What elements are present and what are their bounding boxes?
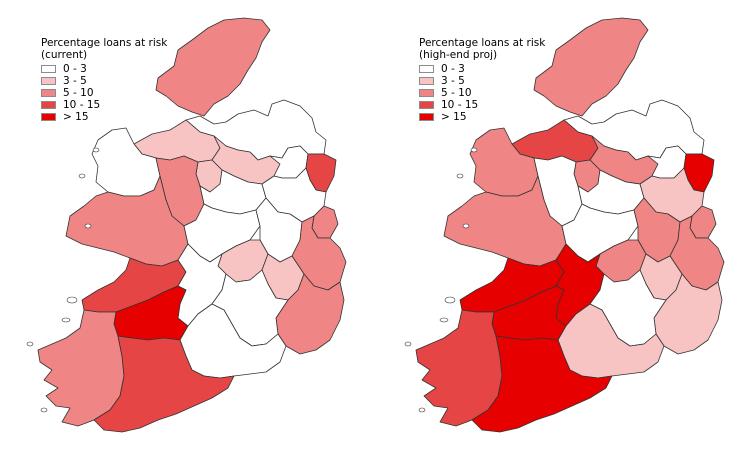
legend-swatch (41, 113, 56, 121)
legend-subtitle: (current) (41, 49, 88, 61)
legend-swatch (41, 101, 56, 109)
island (78, 173, 86, 179)
island (84, 223, 92, 229)
island (26, 341, 34, 347)
island (444, 296, 456, 304)
island (404, 341, 412, 347)
region-cork (93, 335, 235, 433)
island (462, 223, 470, 229)
legend-item: 3 - 5 (419, 75, 545, 87)
legend-title: Percentage loans at risk (41, 37, 168, 49)
legend-label: 3 - 5 (63, 75, 87, 87)
legend-item: 10 - 15 (41, 99, 167, 111)
legend-swatch (419, 77, 434, 85)
legend-label: 0 - 3 (63, 63, 87, 75)
legend-item: 5 - 10 (419, 87, 545, 99)
legend-swatch (419, 89, 434, 97)
island (470, 147, 478, 153)
legend-label: 0 - 3 (441, 63, 465, 75)
island (66, 296, 78, 304)
island (61, 317, 71, 323)
legend-swatch (419, 101, 434, 109)
legend-item: > 15 (41, 111, 167, 123)
legend-swatch (41, 89, 56, 97)
legend-label: 5 - 10 (441, 87, 472, 99)
legend-item: > 15 (419, 111, 545, 123)
legend-title: Percentage loans at risk (419, 37, 546, 49)
legend-label: > 15 (441, 111, 467, 123)
region-cork (471, 335, 613, 433)
legend-current: Percentage loans at risk (current) 0 - 3… (41, 37, 167, 123)
legend-item: 3 - 5 (41, 75, 167, 87)
ireland-map-current (26, 17, 347, 433)
map-current: Percentage loans at risk (current) 0 - 3… (26, 17, 347, 433)
legend-label: 5 - 10 (63, 87, 94, 99)
legend-item: 0 - 3 (419, 63, 545, 75)
legend-label: 10 - 15 (63, 99, 101, 111)
legend-item: 0 - 3 (41, 63, 167, 75)
island (439, 317, 449, 323)
ireland-map-high-end-proj (404, 17, 725, 433)
legend-swatch (419, 65, 434, 73)
legend-label: 3 - 5 (441, 75, 465, 87)
legend-swatch (419, 113, 434, 121)
island (418, 407, 426, 413)
region-donegal (533, 17, 649, 117)
region-donegal (155, 17, 271, 117)
island (456, 173, 464, 179)
legend-item: 10 - 15 (419, 99, 545, 111)
legend-swatch (41, 77, 56, 85)
legend-label: > 15 (63, 111, 89, 123)
legend-swatch (41, 65, 56, 73)
legend-item: 5 - 10 (41, 87, 167, 99)
island (40, 407, 48, 413)
island (92, 147, 100, 153)
legend-high-end-proj: Percentage loans at risk (high-end proj)… (419, 37, 545, 123)
legend-label: 10 - 15 (441, 99, 479, 111)
legend-subtitle: (high-end proj) (419, 49, 498, 61)
map-high-end-proj: Percentage loans at risk (high-end proj)… (378, 0, 756, 450)
